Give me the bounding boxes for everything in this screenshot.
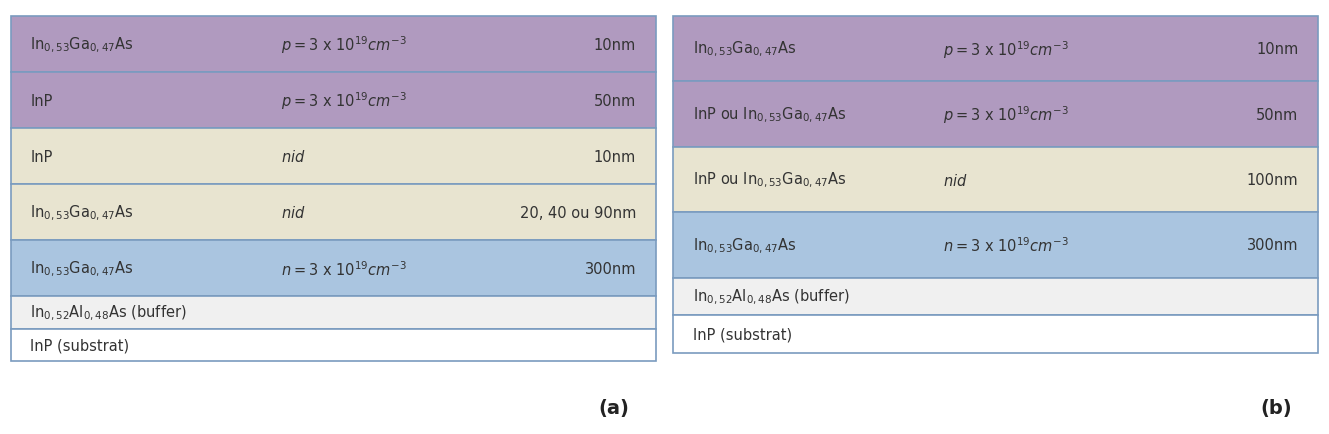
Text: 100nm: 100nm <box>1247 173 1298 187</box>
FancyBboxPatch shape <box>11 241 655 297</box>
Text: In$_{0,53}$Ga$_{0,47}$As: In$_{0,53}$Ga$_{0,47}$As <box>692 236 796 255</box>
Text: (a): (a) <box>598 398 630 417</box>
Text: $p = 3$ x $10^{19}$$cm^{-3}$: $p = 3$ x $10^{19}$$cm^{-3}$ <box>944 39 1069 60</box>
Text: 300nm: 300nm <box>1247 238 1298 253</box>
Text: $p = 3$ x $10^{19}$$cm^{-3}$: $p = 3$ x $10^{19}$$cm^{-3}$ <box>280 90 407 112</box>
Text: In$_{0,53}$Ga$_{0,47}$As: In$_{0,53}$Ga$_{0,47}$As <box>31 203 134 222</box>
Text: 50nm: 50nm <box>1256 107 1298 122</box>
FancyBboxPatch shape <box>11 185 655 241</box>
FancyBboxPatch shape <box>674 213 1318 278</box>
Text: In$_{0,52}$Al$_{0,48}$As (buffer): In$_{0,52}$Al$_{0,48}$As (buffer) <box>692 287 849 306</box>
Text: In$_{0,53}$Ga$_{0,47}$As: In$_{0,53}$Ga$_{0,47}$As <box>31 259 134 278</box>
FancyBboxPatch shape <box>11 129 655 185</box>
FancyBboxPatch shape <box>11 297 655 329</box>
FancyBboxPatch shape <box>11 17 655 73</box>
Text: $nid$: $nid$ <box>280 205 306 221</box>
Text: $nid$: $nid$ <box>944 172 968 188</box>
FancyBboxPatch shape <box>674 316 1318 353</box>
Text: 300nm: 300nm <box>585 261 637 276</box>
Text: 10nm: 10nm <box>1256 42 1298 57</box>
Text: InP ou In$_{0,53}$Ga$_{0,47}$As: InP ou In$_{0,53}$Ga$_{0,47}$As <box>692 105 847 125</box>
Text: In$_{0,53}$Ga$_{0,47}$As: In$_{0,53}$Ga$_{0,47}$As <box>31 35 134 55</box>
Text: $nid$: $nid$ <box>280 149 306 165</box>
Text: 10nm: 10nm <box>594 37 637 53</box>
Text: 20, 40 ou 90nm: 20, 40 ou 90nm <box>520 205 637 220</box>
Text: InP ou In$_{0,53}$Ga$_{0,47}$As: InP ou In$_{0,53}$Ga$_{0,47}$As <box>692 171 847 190</box>
FancyBboxPatch shape <box>674 278 1318 316</box>
Text: InP: InP <box>31 149 53 164</box>
FancyBboxPatch shape <box>674 82 1318 148</box>
Text: $n = 3$ x $10^{19}$$cm^{-3}$: $n = 3$ x $10^{19}$$cm^{-3}$ <box>944 236 1069 255</box>
FancyBboxPatch shape <box>674 148 1318 213</box>
Text: InP (substrat): InP (substrat) <box>692 327 792 342</box>
FancyBboxPatch shape <box>11 329 655 361</box>
Text: $n = 3$ x $10^{19}$$cm^{-3}$: $n = 3$ x $10^{19}$$cm^{-3}$ <box>280 260 407 278</box>
Text: InP: InP <box>31 93 53 108</box>
Text: In$_{0,52}$Al$_{0,48}$As (buffer): In$_{0,52}$Al$_{0,48}$As (buffer) <box>31 303 187 322</box>
FancyBboxPatch shape <box>11 73 655 129</box>
Text: (b): (b) <box>1260 398 1292 417</box>
Text: 50nm: 50nm <box>594 93 637 108</box>
Text: $p = 3$ x $10^{19}$$cm^{-3}$: $p = 3$ x $10^{19}$$cm^{-3}$ <box>280 34 407 56</box>
Text: In$_{0,53}$Ga$_{0,47}$As: In$_{0,53}$Ga$_{0,47}$As <box>692 40 796 59</box>
Text: 10nm: 10nm <box>594 149 637 164</box>
Text: InP (substrat): InP (substrat) <box>31 338 130 352</box>
FancyBboxPatch shape <box>674 17 1318 82</box>
Text: $p = 3$ x $10^{19}$$cm^{-3}$: $p = 3$ x $10^{19}$$cm^{-3}$ <box>944 104 1069 126</box>
